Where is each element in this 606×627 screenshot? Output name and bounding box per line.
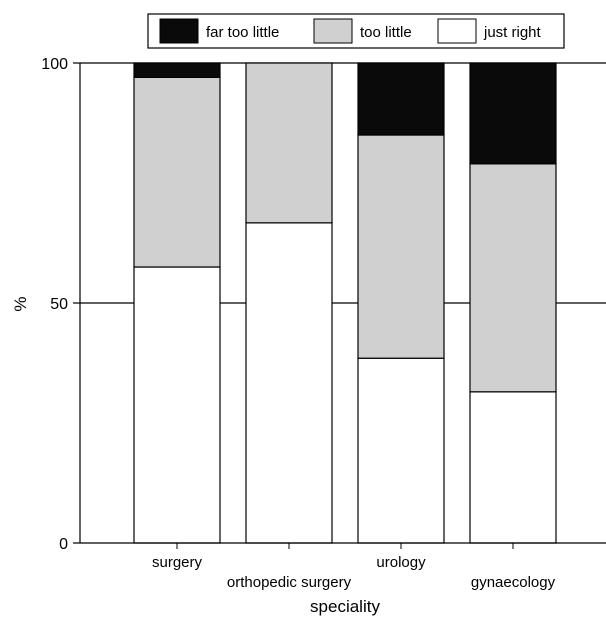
bar-urology-far-too-little bbox=[357, 62, 445, 136]
y-ticks: 0 50 100 bbox=[41, 56, 80, 553]
bar-gynaecology-just-right bbox=[469, 391, 557, 544]
bar-gynaecology-far-too-little bbox=[469, 62, 557, 165]
bar-urology-too-little bbox=[357, 134, 445, 359]
bar-urology-just-right bbox=[357, 357, 445, 544]
x-axis-label: speciality bbox=[310, 597, 380, 616]
bar-surgery-too-little bbox=[133, 76, 221, 268]
x-tick-label-gynaecology: gynaecology bbox=[471, 574, 556, 591]
bar-surgery-just-right bbox=[133, 266, 221, 544]
x-tick-label-surgery: surgery bbox=[152, 554, 203, 571]
bar-orthopedic-surgery-too-little bbox=[245, 62, 333, 224]
x-tick-label-urology: urology bbox=[376, 554, 426, 571]
bars bbox=[133, 62, 557, 544]
x-ticks: surgery orthopedic surgery urology gynaecol… bbox=[152, 543, 556, 591]
y-tick-label-50: 50 bbox=[50, 296, 68, 313]
y-axis-label: % bbox=[11, 296, 30, 311]
x-tick-label-orthopedic-surgery: orthopedic surgery bbox=[227, 574, 352, 591]
legend-label-too-little: too little bbox=[360, 24, 412, 41]
legend: far too little too little just right bbox=[147, 13, 565, 49]
y-tick-label-100: 100 bbox=[41, 56, 68, 73]
legend-swatch-just-right bbox=[437, 18, 477, 44]
bar-orthopedic-surgery-just-right bbox=[245, 222, 333, 544]
bar-surgery-far-too-little bbox=[133, 62, 221, 78]
legend-swatch-too-little bbox=[313, 18, 353, 44]
legend-label-just-right: just right bbox=[483, 24, 542, 41]
bar-gynaecology-too-little bbox=[469, 163, 557, 393]
legend-box bbox=[147, 13, 565, 49]
legend-swatch-far-too-little bbox=[159, 18, 199, 44]
y-tick-label-0: 0 bbox=[59, 536, 68, 553]
legend-label-far-too-little: far too little bbox=[206, 24, 279, 41]
